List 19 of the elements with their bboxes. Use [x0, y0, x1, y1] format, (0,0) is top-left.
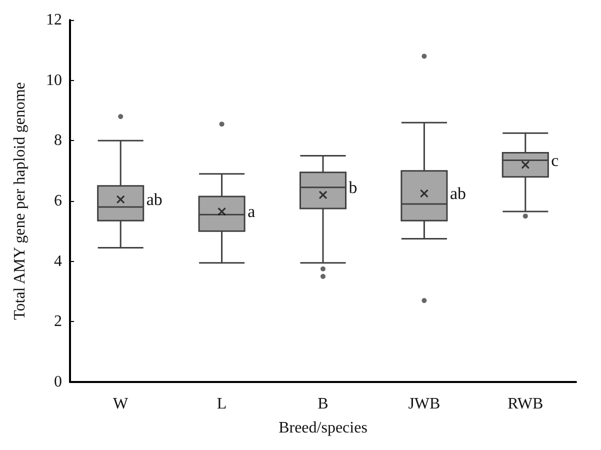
- annotation: ab: [450, 184, 466, 203]
- y-tick-label: 4: [54, 252, 62, 270]
- y-tick-label: 0: [54, 374, 62, 390]
- x-tick-label: L: [216, 396, 227, 412]
- annotation: c: [551, 150, 560, 170]
- x-tick-label: RWB: [508, 396, 544, 412]
- x-tick-label: B: [318, 396, 328, 412]
- x-tick-label: JWB: [408, 396, 440, 412]
- y-tick-label: 10: [46, 72, 62, 89]
- annotation: a: [248, 202, 256, 222]
- x-axis-title: Breed/species: [278, 420, 368, 436]
- y-tick-label: 12: [46, 12, 62, 28]
- y-axis-title: Total AMY gene per haploid genome: [12, 82, 28, 320]
- y-tick-label: 8: [54, 132, 62, 150]
- annotation: b: [348, 178, 358, 197]
- annotation: ab: [146, 190, 162, 209]
- x-tick-label: W: [113, 396, 130, 412]
- y-tick-label: 6: [54, 192, 62, 210]
- y-tick-label: 2: [54, 313, 62, 330]
